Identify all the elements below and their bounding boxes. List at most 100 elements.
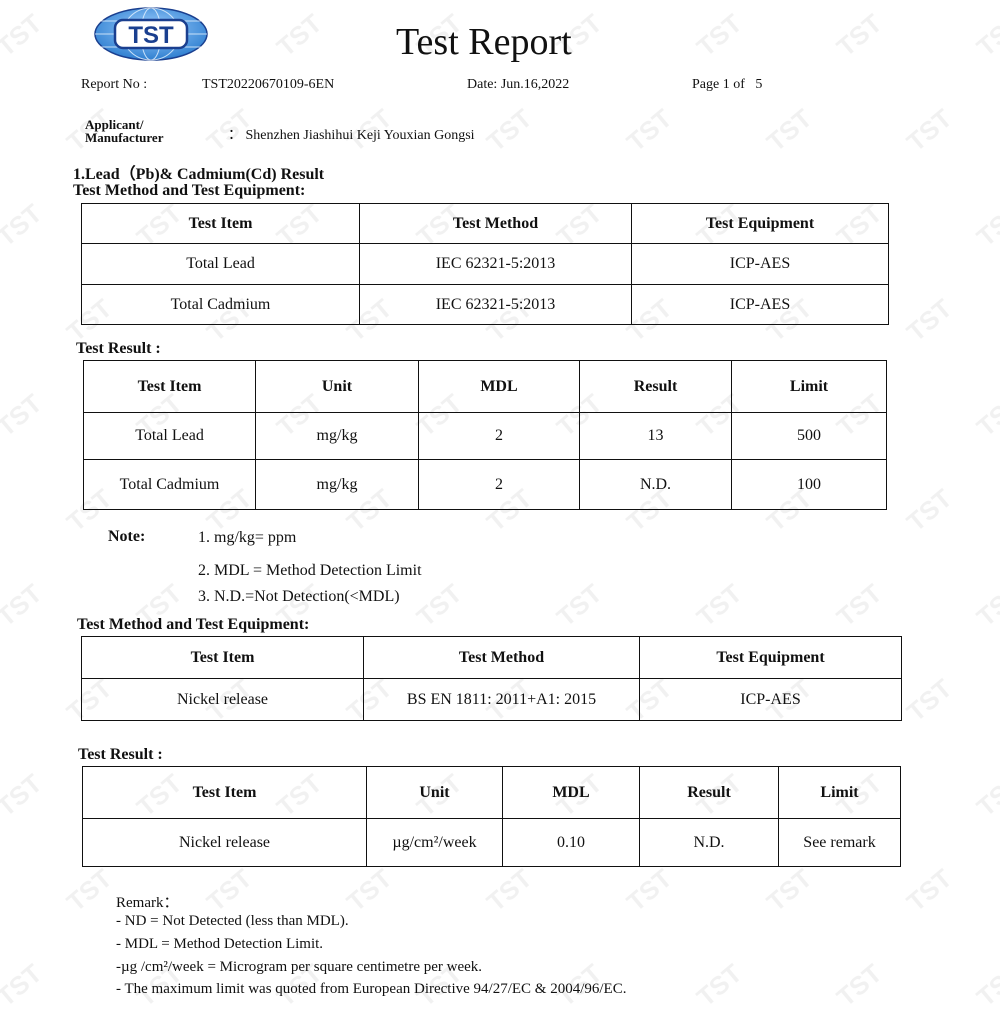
table-cell: N.D. (579, 459, 732, 510)
watermark-icon: TST (760, 862, 818, 918)
watermark-icon: TST (690, 577, 748, 633)
column-header: Test Item (81, 203, 360, 244)
watermark-icon: TST (0, 197, 48, 253)
remark-2: - MDL = Method Detection Limit. (116, 936, 324, 952)
applicant-label-line1: Applicant/ (85, 117, 144, 132)
report-date: Date: Jun.16,2022 (467, 77, 570, 92)
watermark-icon: TST (200, 862, 258, 918)
table-header-row: Test Item Unit MDL Result Limit (82, 766, 901, 819)
watermark-icon: TST (690, 957, 748, 1013)
watermark-icon: TST (480, 862, 538, 918)
column-header: Test Item (81, 636, 364, 679)
watermark-icon: TST (970, 387, 1000, 443)
table-cell: 500 (731, 412, 887, 460)
table-cell: BS EN 1811: 2011+A1: 2015 (363, 678, 640, 721)
column-header: Test Equipment (631, 203, 889, 244)
column-header: Test Item (83, 360, 256, 413)
watermark-icon: TST (60, 862, 118, 918)
applicant-label: Applicant/ Manufacturer (85, 118, 163, 144)
watermark-icon: TST (0, 7, 48, 63)
table-cell: IEC 62321-5:2013 (359, 243, 632, 285)
watermark-icon: TST (900, 102, 958, 158)
watermark-icon: TST (830, 7, 888, 63)
table-cell: Nickel release (81, 678, 364, 721)
table-row: Total Cadmium IEC 62321-5:2013 ICP-AES (81, 284, 889, 325)
table-cell: 2 (418, 412, 580, 460)
table-cell: N.D. (639, 818, 779, 867)
watermark-icon: TST (900, 862, 958, 918)
table-cell: µg/cm²/week (366, 818, 503, 867)
column-header: Unit (255, 360, 419, 413)
table-cell: ICP-AES (639, 678, 902, 721)
watermark-icon: TST (690, 7, 748, 63)
table-cell: 0.10 (502, 818, 640, 867)
table-cell: ICP-AES (631, 284, 889, 325)
table-row: Nickel release BS EN 1811: 2011+A1: 2015 I… (81, 678, 902, 721)
note-3: 3. N.D.=Not Detection(<MDL) (198, 588, 400, 605)
note-2: 2. MDL = Method Detection Limit (198, 562, 422, 579)
column-header: Result (579, 360, 732, 413)
watermark-icon: TST (970, 957, 1000, 1013)
column-header: Test Item (82, 766, 367, 819)
page-number: Page 1 of 5 (692, 77, 763, 92)
table-header-row: Test Item Test Method Test Equipment (81, 636, 902, 679)
watermark-icon: TST (830, 577, 888, 633)
table-cell: Total Cadmium (81, 284, 360, 325)
table-cell: Total Cadmium (83, 459, 256, 510)
applicant-label-line2: Manufacturer (85, 130, 164, 145)
column-header: Test Method (363, 636, 640, 679)
watermark-icon: TST (0, 767, 48, 823)
watermark-icon: TST (970, 577, 1000, 633)
column-header: Test Method (359, 203, 632, 244)
table-header-row: Test Item Test Method Test Equipment (81, 203, 889, 244)
section2-result-heading: Test Result : (78, 746, 163, 763)
table-cell: Total Lead (81, 243, 360, 285)
lead-cadmium-result-table: Test Item Unit MDL Result Limit Total Lead mg/… (83, 360, 887, 510)
column-header: Limit (778, 766, 901, 819)
note-label: Note: (108, 528, 146, 545)
report-no: TST20220670109-6EN (202, 77, 335, 92)
table-cell: IEC 62321-5:2013 (359, 284, 632, 325)
table-cell: Total Lead (83, 412, 256, 460)
table-cell: 2 (418, 459, 580, 510)
remark-label: Remark： (116, 895, 179, 911)
watermark-icon: TST (270, 7, 328, 63)
table-cell: See remark (778, 818, 901, 867)
logo-text: TST (128, 22, 174, 49)
table-cell: ICP-AES (631, 243, 889, 285)
page-title: Test Report (396, 21, 572, 63)
column-header: Unit (366, 766, 503, 819)
remark-3: -µg /cm²/week = Microgram per square cen… (116, 959, 483, 975)
watermark-icon: TST (620, 102, 678, 158)
watermark-icon: TST (970, 767, 1000, 823)
watermark-icon: TST (900, 482, 958, 538)
table-header-row: Test Item Unit MDL Result Limit (83, 360, 887, 413)
watermark-icon: TST (0, 577, 48, 633)
watermark-icon: TST (760, 102, 818, 158)
table-cell: mg/kg (255, 412, 419, 460)
column-header: Result (639, 766, 779, 819)
watermark-icon: TST (340, 862, 398, 918)
watermark-icon: TST (900, 672, 958, 728)
column-header: Test Equipment (639, 636, 902, 679)
watermark-icon: TST (410, 577, 468, 633)
table-row: Nickel release µg/cm²/week 0.10 N.D. See rem… (82, 818, 901, 867)
nickel-method-table: Test Item Test Method Test Equipment Nickel… (81, 636, 902, 721)
watermark-icon: TST (550, 577, 608, 633)
remark-1: - ND = Not Detected (less than MDL). (116, 913, 349, 929)
nickel-result-table: Test Item Unit MDL Result Limit Nickel releas… (82, 766, 901, 867)
watermark-icon: TST (0, 957, 48, 1013)
applicant-value: ： Shenzhen Jiashihui Keji Youxian Gongsi (228, 128, 475, 143)
column-header: MDL (502, 766, 640, 819)
table-cell: Nickel release (82, 818, 367, 867)
column-header: MDL (418, 360, 580, 413)
watermark-icon: TST (830, 957, 888, 1013)
table-cell: mg/kg (255, 459, 419, 510)
table-row: Total Cadmium mg/kg 2 N.D. 100 (83, 459, 887, 510)
table-row: Total Lead mg/kg 2 13 500 (83, 412, 887, 460)
table-cell: 100 (731, 459, 887, 510)
watermark-icon: TST (970, 197, 1000, 253)
remark-4: - The maximum limit was quoted from Euro… (116, 981, 627, 997)
lead-cadmium-method-table: Test Item Test Method Test Equipment Total … (81, 203, 889, 325)
watermark-icon: TST (900, 292, 958, 348)
